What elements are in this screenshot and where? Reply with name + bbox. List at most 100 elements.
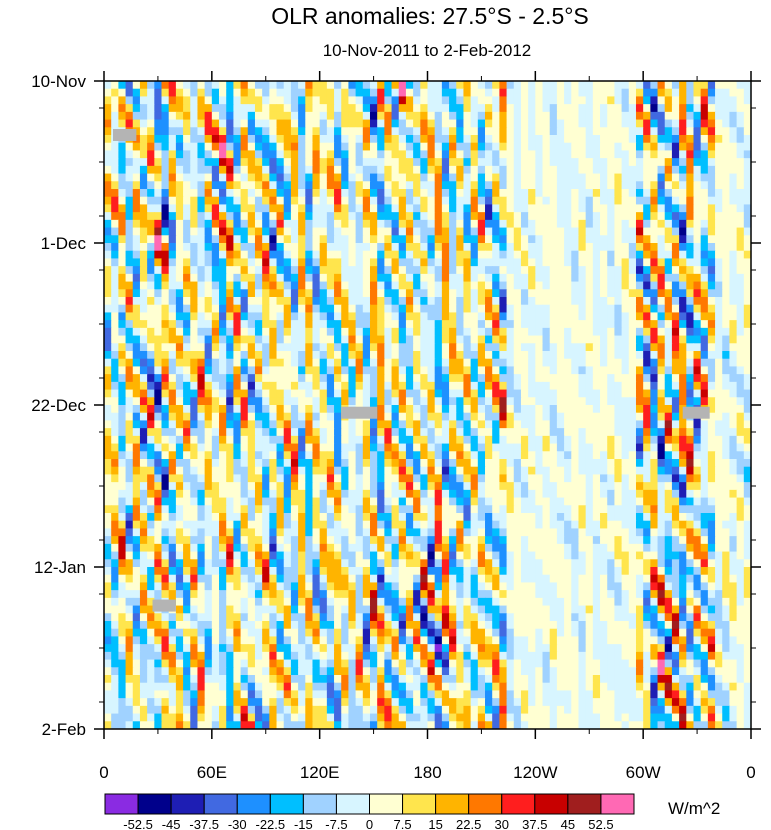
anomaly-cell	[305, 312, 314, 321]
anomaly-cell	[247, 181, 256, 190]
anomaly-cell	[528, 173, 536, 182]
anomaly-cell	[470, 181, 479, 190]
anomaly-cell	[743, 397, 751, 406]
anomaly-cell	[262, 297, 270, 306]
anomaly-cell	[571, 289, 580, 298]
anomaly-cell	[398, 304, 407, 314]
anomaly-cell	[535, 327, 544, 337]
anomaly-cell	[369, 281, 378, 290]
anomaly-cell	[139, 266, 148, 275]
anomaly-cell	[671, 273, 680, 283]
anomaly-cell	[600, 289, 608, 298]
anomaly-cell	[355, 443, 364, 452]
anomaly-cell	[283, 497, 292, 506]
anomaly-cell	[326, 142, 335, 152]
anomaly-cell	[729, 335, 738, 344]
anomaly-cell	[736, 358, 745, 368]
anomaly-cell	[326, 173, 335, 182]
anomaly-cell	[312, 459, 321, 468]
anomaly-cell	[377, 266, 385, 275]
anomaly-cell	[664, 158, 673, 167]
anomaly-cell	[564, 127, 572, 136]
anomaly-cell	[233, 165, 242, 175]
anomaly-cell	[729, 212, 738, 221]
anomaly-cell	[125, 181, 134, 190]
anomaly-cell	[183, 358, 191, 368]
anomaly-cell	[219, 397, 227, 406]
anomaly-cell	[671, 243, 680, 252]
anomaly-cell	[470, 297, 479, 306]
anomaly-cell	[240, 405, 249, 414]
anomaly-cell	[628, 327, 637, 337]
anomaly-cell	[592, 304, 601, 314]
anomaly-cell	[269, 335, 278, 344]
anomaly-cell	[161, 428, 170, 437]
anomaly-cell	[715, 88, 723, 98]
anomaly-cell	[168, 327, 177, 337]
anomaly-cell	[643, 405, 651, 414]
anomaly-cell	[650, 381, 659, 391]
anomaly-cell	[298, 189, 306, 198]
anomaly-cell	[736, 227, 745, 236]
anomaly-cell	[391, 119, 400, 128]
anomaly-cell	[125, 405, 134, 414]
anomaly-cell	[715, 397, 723, 406]
anomaly-cell	[722, 420, 731, 429]
anomaly-cell	[104, 335, 112, 344]
anomaly-cell	[226, 505, 234, 514]
anomaly-cell	[341, 235, 350, 244]
anomaly-cell	[175, 474, 184, 483]
anomaly-cell	[398, 343, 407, 352]
anomaly-cell	[506, 196, 515, 206]
anomaly-cell	[671, 219, 680, 229]
anomaly-cell	[168, 243, 177, 252]
anomaly-cell	[513, 366, 522, 375]
anomaly-cell	[535, 250, 544, 260]
anomaly-cell	[139, 142, 148, 152]
anomaly-cell	[154, 497, 163, 506]
anomaly-cell	[427, 420, 436, 429]
anomaly-cell	[614, 96, 623, 105]
anomaly-cell	[506, 351, 515, 360]
anomaly-cell	[492, 142, 500, 152]
anomaly-cell	[549, 212, 558, 221]
anomaly-cell	[456, 212, 465, 221]
anomaly-cell	[434, 351, 443, 360]
anomaly-cell	[542, 266, 551, 275]
anomaly-cell	[542, 196, 551, 206]
anomaly-cell	[118, 304, 127, 314]
anomaly-cell	[420, 204, 429, 213]
anomaly-cell	[254, 165, 263, 175]
anomaly-cell	[161, 474, 170, 483]
anomaly-cell	[240, 111, 249, 121]
anomaly-cell	[499, 358, 508, 368]
anomaly-cell	[743, 96, 751, 105]
anomaly-cell	[600, 127, 608, 136]
anomaly-cell	[456, 158, 465, 167]
anomaly-cell	[369, 219, 378, 229]
anomaly-cell	[585, 451, 594, 460]
anomaly-cell	[312, 466, 321, 476]
anomaly-cell	[219, 243, 227, 252]
anomaly-cell	[168, 104, 177, 113]
anomaly-cell	[161, 397, 170, 406]
anomaly-cell	[585, 165, 594, 175]
anomaly-cell	[161, 358, 170, 368]
anomaly-cell	[470, 405, 479, 414]
anomaly-cell	[456, 466, 465, 476]
anomaly-cell	[262, 219, 270, 229]
anomaly-cell	[736, 273, 745, 283]
anomaly-cell	[736, 405, 745, 414]
anomaly-cell	[334, 142, 342, 152]
anomaly-cell	[341, 81, 350, 90]
anomaly-cell	[269, 119, 278, 128]
anomaly-cell	[470, 142, 479, 152]
anomaly-cell	[104, 142, 112, 152]
anomaly-cell	[413, 127, 421, 136]
anomaly-cell	[628, 381, 637, 391]
anomaly-cell	[528, 297, 536, 306]
anomaly-cell	[434, 111, 443, 121]
anomaly-cell	[542, 258, 551, 267]
anomaly-cell	[715, 489, 723, 499]
anomaly-cell	[154, 374, 163, 383]
